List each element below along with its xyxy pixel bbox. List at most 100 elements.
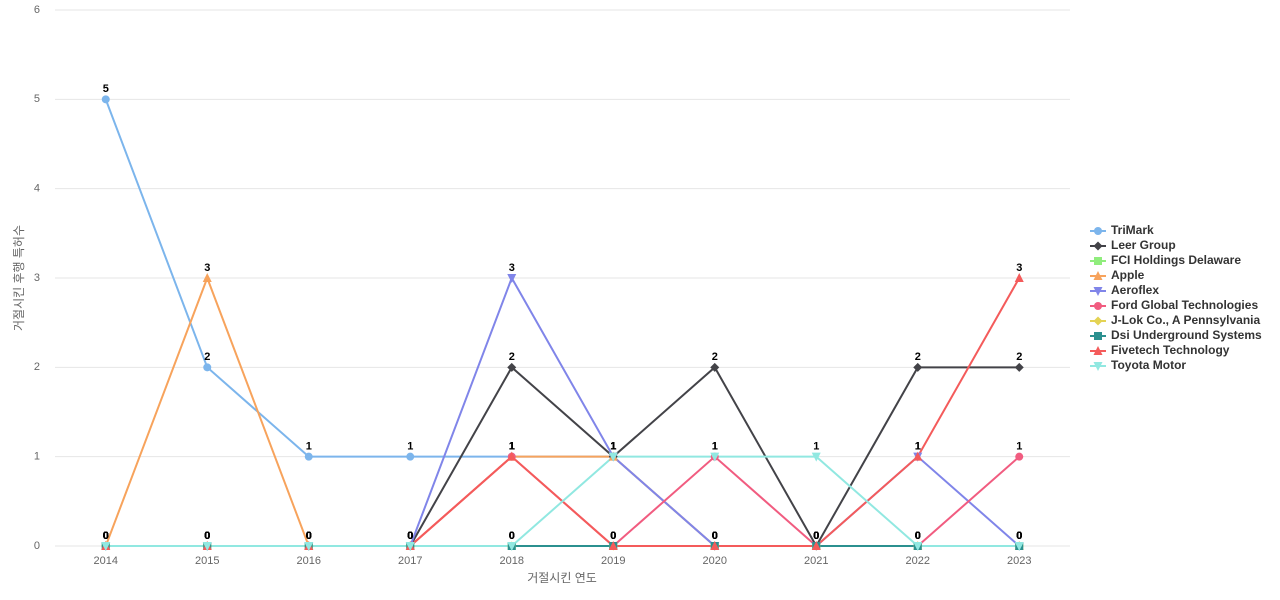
- legend-label: TriMark: [1111, 223, 1154, 237]
- legend-label: FCI Holdings Delaware: [1111, 253, 1241, 267]
- data-point: [304, 452, 313, 461]
- data-point: [507, 274, 517, 283]
- data-label: 2: [204, 351, 210, 363]
- y-tick-label: 1: [34, 451, 40, 463]
- data-label: 5: [103, 83, 109, 95]
- y-tick-label: 3: [34, 272, 40, 284]
- data-label: 2: [1016, 351, 1022, 363]
- data-label: 1: [407, 441, 413, 453]
- legend-marker: [1093, 241, 1103, 251]
- data-label: 0: [610, 530, 616, 542]
- data-label: 0: [712, 530, 718, 542]
- data-label: 1: [915, 441, 921, 453]
- data-point: [710, 362, 720, 372]
- data-point: [811, 541, 821, 550]
- data-label: 0: [306, 530, 312, 542]
- data-label: 0: [1016, 530, 1022, 542]
- data-label: 0: [306, 530, 312, 542]
- data-label: 0: [915, 530, 921, 542]
- data-label: 3: [1016, 262, 1022, 274]
- data-label: 2: [712, 351, 718, 363]
- data-point: [811, 452, 821, 462]
- data-label: 0: [712, 530, 718, 542]
- data-label: 0: [204, 530, 210, 542]
- data-label: 1: [509, 441, 515, 453]
- data-label: 0: [915, 530, 921, 542]
- data-label: 1: [1016, 441, 1022, 453]
- data-label: 0: [407, 530, 413, 542]
- data-point: [406, 452, 415, 461]
- legend-marker: [1093, 287, 1103, 296]
- data-label: 1: [813, 441, 819, 453]
- data-label: 0: [509, 530, 515, 542]
- x-tick-label: 2015: [195, 555, 219, 567]
- data-point: [304, 542, 314, 551]
- data-label: 1: [610, 441, 616, 453]
- legend-item: Ford Global Technologies: [1090, 298, 1258, 312]
- data-label: 0: [407, 530, 413, 542]
- legend-item: J-Lok Co., A Pennsylvania: [1090, 313, 1260, 327]
- data-point: [405, 542, 415, 551]
- y-tick-label: 2: [34, 361, 40, 373]
- data-label: 2: [915, 351, 921, 363]
- legend-label: Toyota Motor: [1111, 358, 1186, 372]
- data-label: 0: [712, 530, 718, 542]
- data-label: 0: [306, 530, 312, 542]
- x-tick-label: 2018: [500, 555, 524, 567]
- data-label: 0: [813, 530, 819, 542]
- data-label: 0: [509, 530, 515, 542]
- legend-item: Dsi Underground Systems: [1090, 328, 1262, 342]
- data-label: 0: [610, 530, 616, 542]
- data-label: 0: [103, 530, 109, 542]
- data-label: 0: [306, 530, 312, 542]
- data-label: 0: [610, 530, 616, 542]
- data-label: 0: [103, 530, 109, 542]
- data-label: 0: [306, 530, 312, 542]
- data-label: 0: [204, 530, 210, 542]
- data-label: 3: [204, 262, 210, 274]
- legend-label: J-Lok Co., A Pennsylvania: [1111, 313, 1260, 327]
- data-label: 0: [915, 530, 921, 542]
- data-label: 0: [813, 530, 819, 542]
- data-label: 0: [610, 530, 616, 542]
- data-label: 0: [915, 530, 921, 542]
- data-label: 0: [407, 530, 413, 542]
- data-label: 0: [407, 530, 413, 542]
- legend-item: TriMark: [1090, 223, 1154, 237]
- data-label: 1: [712, 441, 718, 453]
- data-point: [507, 362, 517, 372]
- data-label: 1: [915, 441, 921, 453]
- data-label: 0: [813, 530, 819, 542]
- legend-marker: [1094, 257, 1102, 265]
- data-point: [913, 451, 923, 461]
- data-label: 1: [306, 441, 312, 453]
- legend-item: Leer Group: [1090, 238, 1176, 252]
- x-tick-label: 2016: [297, 555, 321, 567]
- data-label: 1: [610, 441, 616, 453]
- legend-item: Fivetech Technology: [1090, 343, 1230, 357]
- x-axis-title: 거절시킨 연도: [527, 571, 597, 585]
- data-label: 0: [204, 530, 210, 542]
- data-label: 0: [1016, 530, 1022, 542]
- data-label: 1: [610, 441, 616, 453]
- data-label: 0: [103, 530, 109, 542]
- legend-marker: [1093, 316, 1103, 326]
- data-label: 0: [1016, 530, 1022, 542]
- data-label: 0: [712, 530, 718, 542]
- series-line: [105, 455, 1020, 547]
- data-point: [608, 452, 618, 462]
- legend-item: FCI Holdings Delaware: [1090, 253, 1241, 267]
- data-label: 0: [407, 530, 413, 542]
- data-point: [608, 541, 618, 550]
- legend-item: Apple: [1090, 268, 1145, 282]
- data-point: [101, 542, 111, 551]
- data-label: 0: [915, 530, 921, 542]
- data-label: 0: [813, 530, 819, 542]
- data-point: [1014, 542, 1024, 551]
- series-line: [104, 98, 1020, 547]
- data-label: 0: [204, 530, 210, 542]
- legend-marker: [1094, 302, 1102, 310]
- data-point: [710, 452, 720, 462]
- legend-marker: [1094, 227, 1102, 235]
